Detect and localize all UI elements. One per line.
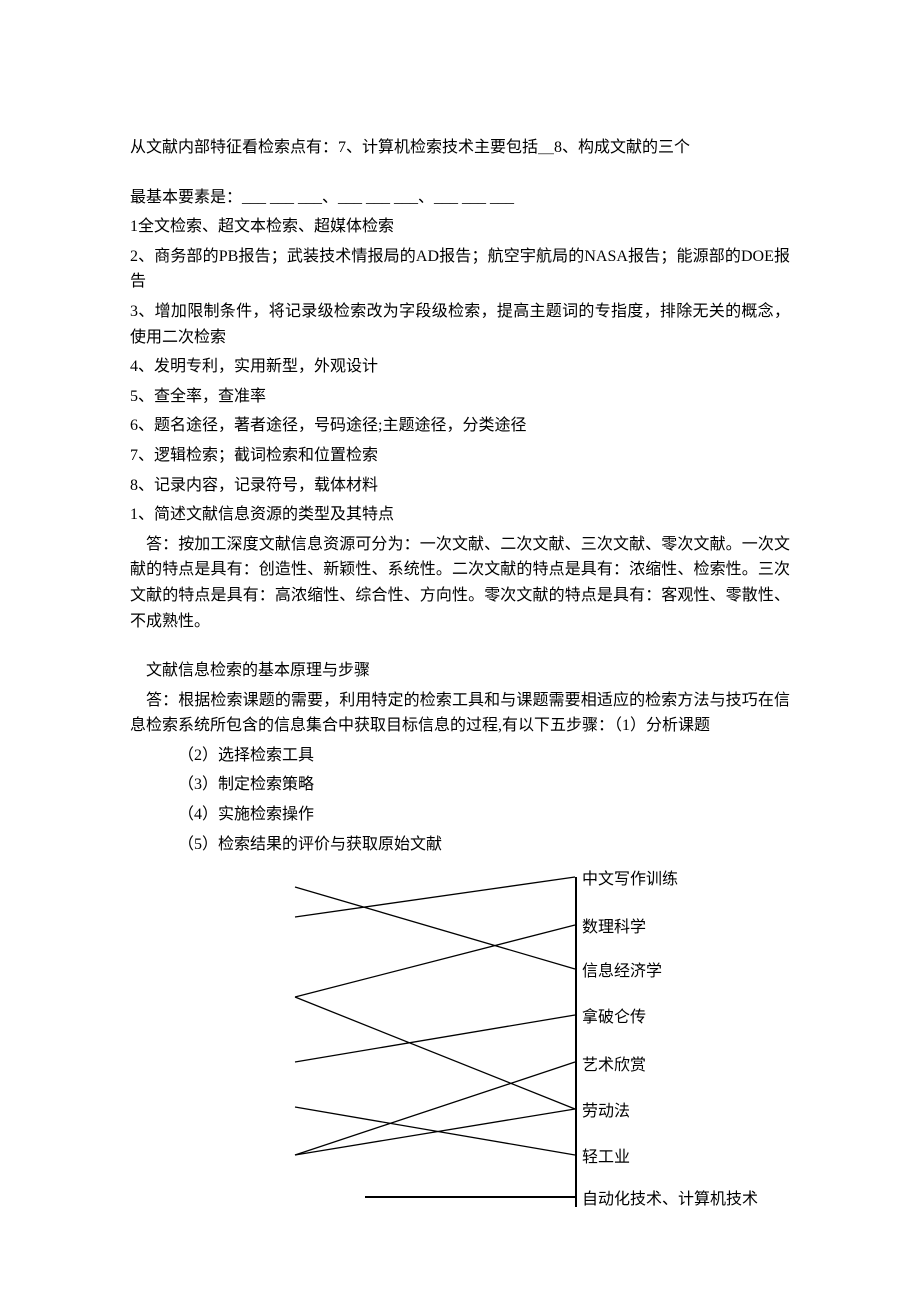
blank-2: ___ ___ ___ — [338, 189, 418, 206]
intro-prefix: 最基本要素是： — [130, 189, 242, 206]
diagram-label: 中文写作训练 — [582, 867, 678, 893]
qa2-answer-intro: 答：根据检索课题的需要，利用特定的检索工具和与课题需要相适应的检索方法与技巧在信… — [130, 688, 790, 739]
blank-1: ___ ___ ___ — [242, 189, 322, 206]
diagram-label: 数理科学 — [582, 915, 646, 941]
matching-diagram: 中文写作训练数理科学信息经济学拿破仑传艺术欣赏劳动法轻工业自动化技术、计算机技术 — [140, 867, 780, 1227]
diagram-vertical-line — [575, 877, 577, 1207]
qa1-answer: 答：按加工深度文献信息资源可分为：一次文献、二次文献、三次文献、零次文献。一次文… — [130, 532, 790, 634]
intro-line-2: 最基本要素是：___ ___ ___、___ ___ ___、___ ___ _… — [130, 185, 790, 211]
diagram-label: 自动化技术、计算机技术 — [582, 1187, 758, 1213]
blank-3: ___ ___ ___ — [434, 189, 514, 206]
qa2-step-4: （4）实施检索操作 — [130, 802, 790, 828]
sep-2: 、 — [418, 189, 434, 206]
diagram-label: 艺术欣赏 — [582, 1053, 646, 1079]
gap-2 — [130, 638, 790, 658]
qa2-step-2: （2）选择检索工具 — [130, 743, 790, 769]
diagram-label: 拿破仑传 — [582, 1005, 646, 1031]
answer-3: 3、增加限制条件，将记录级检索改为字段级检索，提高主题词的专指度，排除无关的概念… — [130, 299, 790, 350]
intro-line-1: 从文献内部特征看检索点有：7、计算机检索技术主要包括＿8、构成文献的三个 — [130, 135, 790, 161]
diagram-label: 信息经济学 — [582, 959, 662, 985]
answer-8: 8、记录内容，记录符号，载体材料 — [130, 473, 790, 499]
diagram-label: 劳动法 — [582, 1099, 630, 1125]
qa2-step-5: （5）检索结果的评价与获取原始文献 — [130, 832, 790, 858]
answer-1: 1全文检索、超文本检索、超媒体检索 — [130, 214, 790, 240]
answer-4: 4、发明专利，实用新型，外观设计 — [130, 354, 790, 380]
answer-7: 7、逻辑检索；截词检索和位置检索 — [130, 443, 790, 469]
qa2-step-3: （3）制定检索策略 — [130, 772, 790, 798]
answer-6: 6、题名途径，著者途径，号码途径;主题途径，分类途径 — [130, 413, 790, 439]
answer-5: 5、查全率，查准率 — [130, 384, 790, 410]
qa2-title: 文献信息检索的基本原理与步骤 — [130, 658, 790, 684]
answer-2: 2、商务部的PB报告；武装技术情报局的AD报告；航空宇航局的NASA报告；能源部… — [130, 244, 790, 295]
sep-1: 、 — [322, 189, 338, 206]
qa1-question: 1、简述文献信息资源的类型及其特点 — [130, 502, 790, 528]
diagram-label: 轻工业 — [582, 1145, 630, 1171]
diagram-lines — [140, 867, 780, 1227]
gap — [130, 165, 790, 185]
